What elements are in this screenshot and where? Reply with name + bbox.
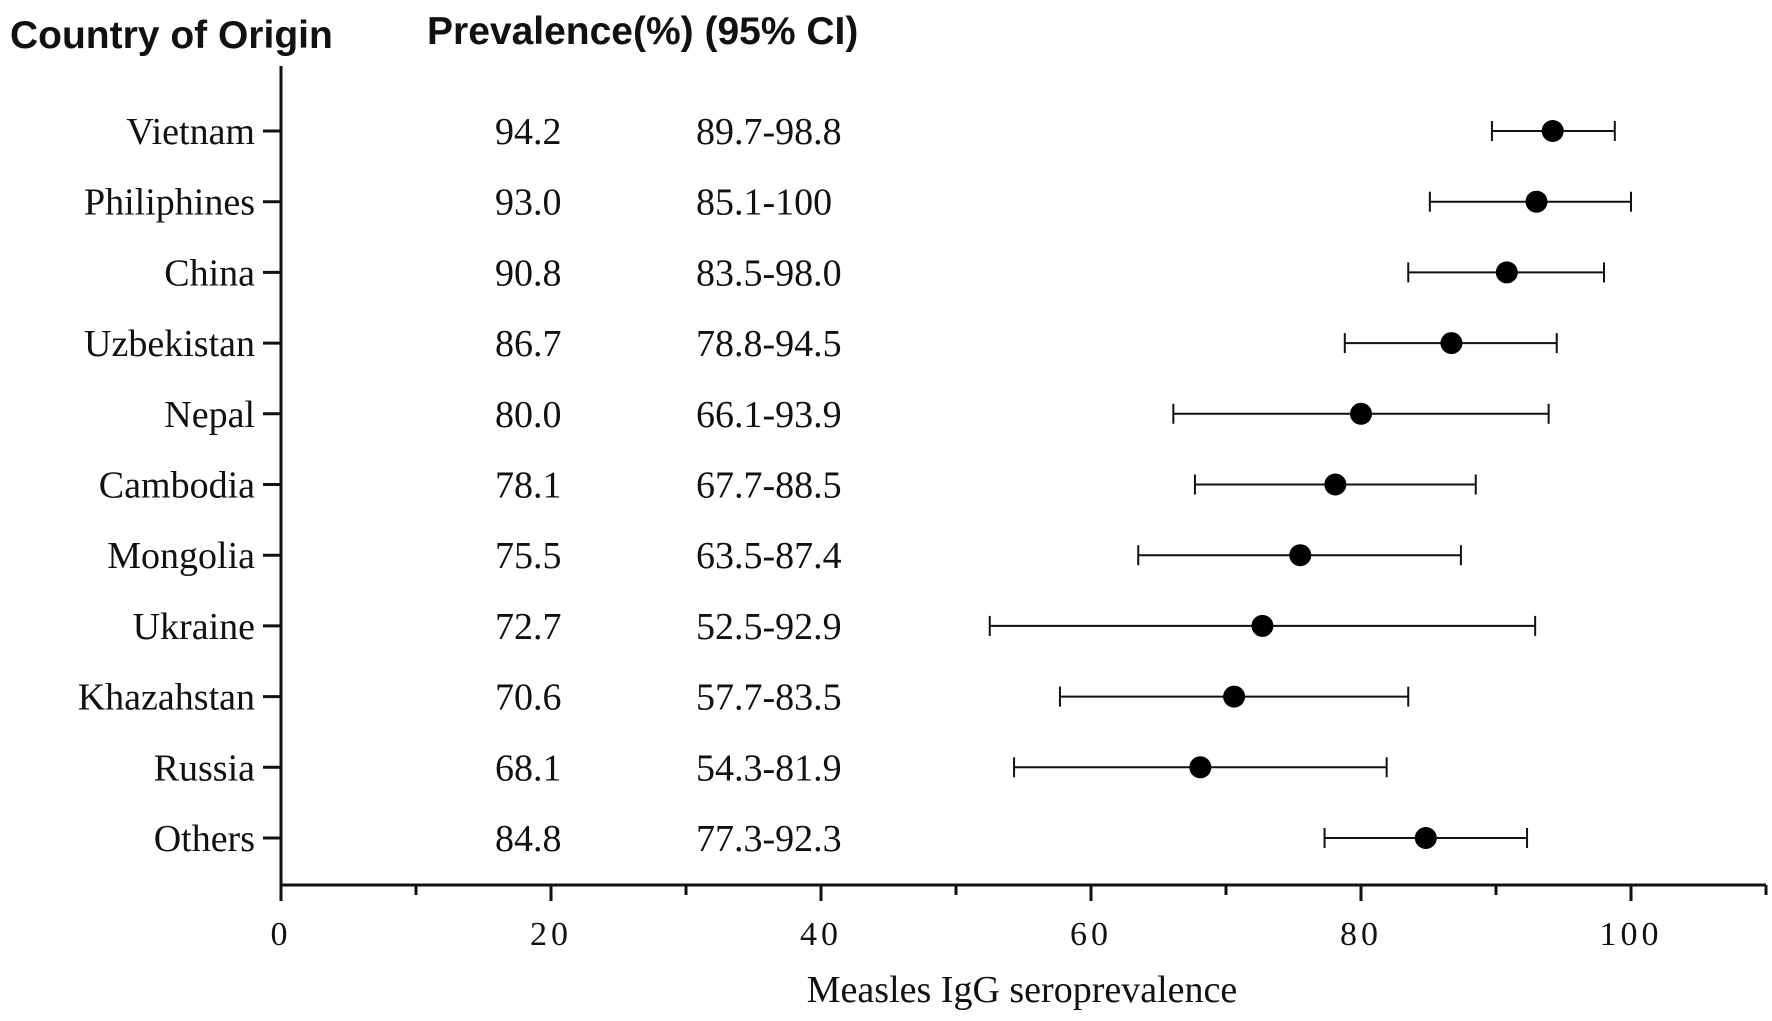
x-tick-label: 40: [800, 916, 842, 953]
ci-value: 77.3-92.3: [696, 818, 842, 860]
ci-value: 67.7-88.5: [696, 465, 842, 507]
point-estimate: [1525, 190, 1548, 213]
forest-row: Cambodia 78.1 67.7-88.5: [99, 465, 1477, 507]
forest-row: Uzbekistan 86.7 78.8-94.5: [84, 323, 1558, 365]
country-label: Philiphines: [84, 182, 255, 224]
ci-value: 63.5-87.4: [696, 535, 842, 577]
prevalence-value: 86.7: [495, 323, 562, 365]
axes: 0 20 40 60 80 100: [271, 66, 1768, 953]
x-tick-label: 80: [1340, 916, 1382, 953]
ci-value: 89.7-98.8: [696, 111, 842, 153]
prevalence-value: 75.5: [495, 535, 562, 577]
point-estimate: [1289, 544, 1312, 567]
x-tick-label: 20: [530, 916, 572, 953]
forest-row: China 90.8 83.5-98.0: [164, 252, 1605, 294]
forest-row: Vietnam 94.2 89.7-98.8: [126, 111, 1616, 153]
country-label: Nepal: [164, 394, 255, 436]
ci-value: 57.7-83.5: [696, 677, 842, 719]
point-estimate: [1414, 827, 1437, 849]
prevalence-value: 84.8: [495, 818, 562, 860]
x-tick-label: 0: [271, 916, 292, 953]
ci-value: 78.8-94.5: [696, 323, 842, 365]
ci-value: 52.5-92.9: [696, 606, 842, 648]
forest-row: Khazahstan 70.6 57.7-83.5: [78, 677, 1410, 719]
ci-value: 66.1-93.9: [696, 394, 842, 436]
prevalence-value: 68.1: [495, 747, 562, 789]
point-estimate: [1495, 261, 1518, 284]
forest-row: Philiphines 93.0 85.1-100: [84, 182, 1632, 224]
prevalence-value: 94.2: [495, 111, 562, 153]
prevalence-value: 72.7: [495, 606, 562, 648]
country-label: Vietnam: [126, 111, 255, 153]
point-estimate: [1251, 614, 1274, 637]
country-label: Others: [154, 818, 255, 860]
forest-row: Russia 68.1 54.3-81.9: [154, 747, 1388, 789]
forest-row: Nepal 80.0 66.1-93.9: [164, 394, 1550, 436]
point-estimate: [1440, 332, 1463, 355]
ci-value: 54.3-81.9: [696, 747, 842, 789]
country-label: Mongolia: [107, 535, 255, 577]
point-estimate: [1223, 685, 1246, 708]
forest-row: Ukraine 72.7 52.5-92.9: [133, 606, 1537, 648]
country-label: Uzbekistan: [84, 323, 255, 365]
x-tick-label: 60: [1070, 916, 1112, 953]
point-estimate: [1541, 120, 1564, 142]
prevalence-value: 93.0: [495, 182, 562, 224]
prevalence-value: 80.0: [495, 394, 562, 436]
ci-value: 83.5-98.0: [696, 252, 842, 294]
country-label: Ukraine: [133, 606, 255, 648]
point-estimate: [1350, 402, 1372, 425]
country-label: Russia: [154, 747, 255, 789]
country-label: Khazahstan: [78, 677, 255, 719]
point-estimate: [1189, 756, 1212, 779]
point-estimate: [1324, 473, 1347, 496]
prevalence-value: 70.6: [495, 677, 562, 719]
prevalence-value: 90.8: [495, 252, 562, 294]
x-tick-label: 100: [1600, 916, 1663, 953]
rows: Vietnam 94.2 89.7-98.8 Philiphines 93.0 85.1-…: [78, 111, 1632, 860]
country-column-header: Country of Origin: [10, 14, 333, 57]
x-axis-title: Measles IgG seroprevalence: [807, 969, 1237, 1011]
ci-value: 85.1-100: [696, 182, 832, 224]
country-label: China: [164, 252, 255, 294]
forest-row: Others 84.8 77.3-92.3: [154, 818, 1529, 860]
forest-row: Mongolia 75.5 63.5-87.4: [107, 535, 1462, 577]
prevalence-value: 78.1: [495, 465, 562, 507]
prevalence-column-header: Prevalence(%) (95% CI): [427, 10, 858, 53]
country-label: Cambodia: [99, 465, 255, 507]
